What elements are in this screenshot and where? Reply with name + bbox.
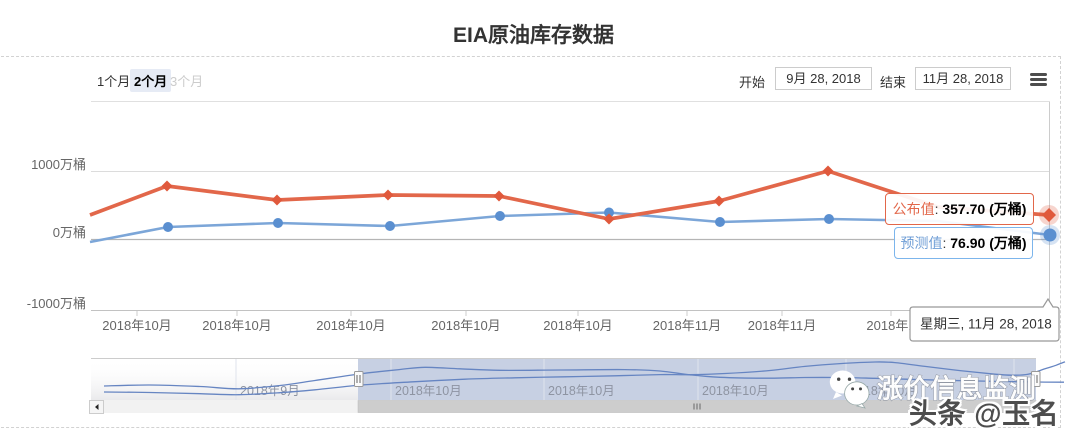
svg-text:2018年10月: 2018年10月 — [548, 384, 615, 398]
svg-text:2018年10月: 2018年10月 — [316, 318, 385, 333]
svg-text:2018年1: 2018年1 — [866, 318, 915, 333]
svg-text:2018年10月: 2018年10月 — [102, 318, 171, 333]
svg-text:1000万桶: 1000万桶 — [31, 157, 86, 172]
svg-text:2018年10月: 2018年10月 — [543, 318, 612, 333]
svg-text:0万桶: 0万桶 — [53, 225, 86, 240]
svg-text:2018年10月: 2018年10月 — [702, 384, 769, 398]
svg-text:2018年11月: 2018年11月 — [748, 318, 816, 333]
svg-text:涨价信息监测: 涨价信息监测 — [877, 374, 1036, 404]
svg-text:星期三, 11月 28, 2018: 星期三, 11月 28, 2018 — [920, 317, 1052, 332]
svg-text:2018年10月: 2018年10月 — [395, 384, 462, 398]
svg-text:-1000万桶: -1000万桶 — [27, 296, 86, 311]
svg-text:2018年11月: 2018年11月 — [653, 318, 721, 333]
svg-text:2018年10月: 2018年10月 — [202, 318, 271, 333]
svg-text:2018年10月: 2018年10月 — [431, 318, 500, 333]
